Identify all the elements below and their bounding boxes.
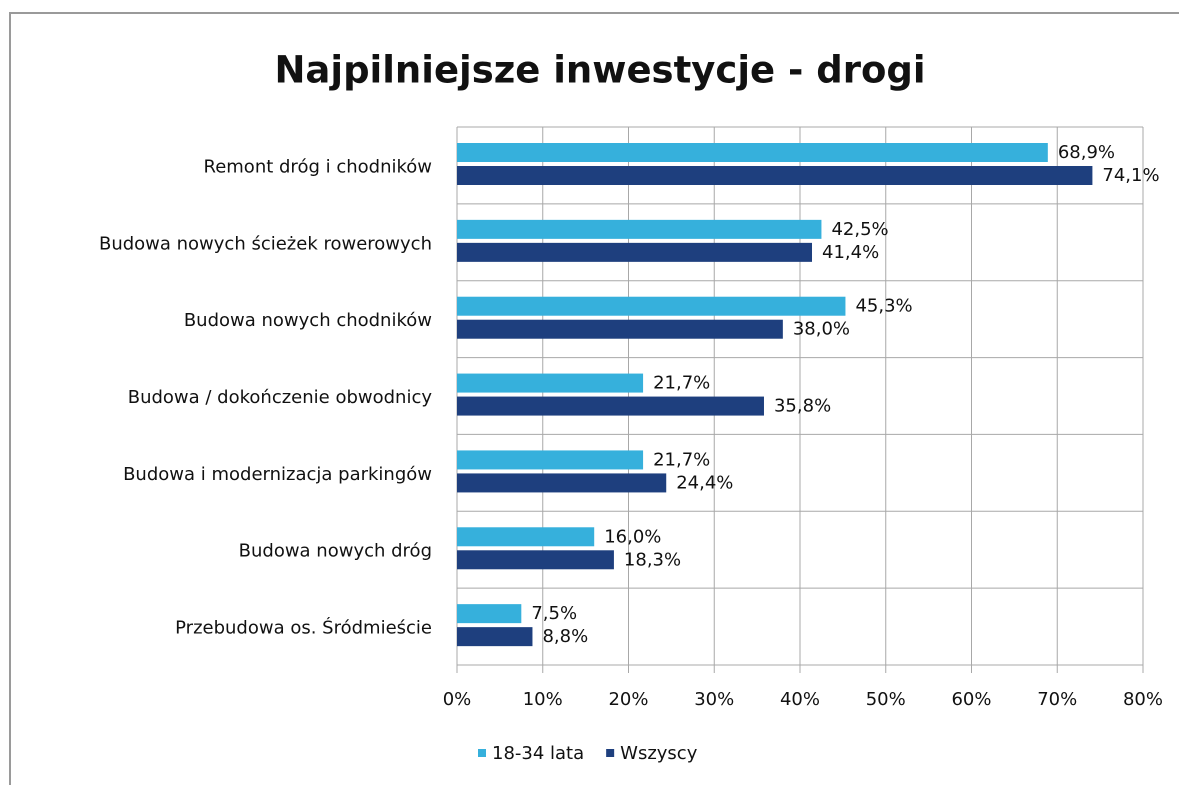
x-tick-label: 30% <box>694 689 734 710</box>
bar <box>457 242 813 262</box>
x-tick-label: 10% <box>523 689 563 710</box>
value-label: 45,3% <box>855 296 912 317</box>
y-tick-label: Remont dróg i chodników <box>204 156 433 177</box>
value-label: 16,0% <box>604 526 661 547</box>
bar <box>457 143 1048 162</box>
bar <box>457 296 846 316</box>
x-tick-label: 0% <box>443 689 472 710</box>
x-tick-label: 40% <box>780 689 820 710</box>
value-label: 21,7% <box>653 373 710 394</box>
value-label: 38,0% <box>793 319 850 340</box>
bar <box>457 319 783 339</box>
bar <box>457 550 614 570</box>
y-tick-label: Budowa nowych dróg <box>239 541 432 562</box>
value-label: 35,8% <box>774 396 831 417</box>
value-label: 18,3% <box>624 549 681 570</box>
y-tick-label: Budowa i modernizacja parkingów <box>123 464 432 485</box>
y-tick-label: Budowa nowych ścieżek rowerowych <box>99 233 432 254</box>
value-label: 24,4% <box>676 472 733 493</box>
value-label: 68,9% <box>1058 142 1115 163</box>
x-tick-label: 60% <box>951 689 991 710</box>
legend-marker <box>606 749 615 757</box>
bar <box>457 396 764 416</box>
bar <box>457 473 667 493</box>
x-tick-label: 70% <box>1037 689 1077 710</box>
bar <box>457 604 522 624</box>
chart-title: Najpilniejsze inwestycje - drogi <box>274 49 925 92</box>
legend-marker <box>478 749 486 757</box>
bar <box>457 373 644 393</box>
value-label: 74,1% <box>1102 165 1159 186</box>
x-tick-label: 50% <box>866 689 906 710</box>
bar <box>457 627 533 647</box>
value-label: 7,5% <box>531 603 577 624</box>
x-tick-label: 80% <box>1123 689 1163 710</box>
value-label: 21,7% <box>653 449 710 470</box>
bar <box>457 450 644 470</box>
y-tick-label: Budowa / dokończenie obwodnicy <box>128 387 433 408</box>
value-label: 8,8% <box>542 626 588 647</box>
x-tick-label: 20% <box>608 689 648 710</box>
legend-label: Wszyscy <box>620 743 698 764</box>
y-tick-label: Budowa nowych chodników <box>184 310 432 331</box>
bar <box>457 527 595 547</box>
bar <box>457 166 1093 185</box>
value-label: 41,4% <box>822 242 879 263</box>
bar <box>457 219 822 239</box>
legend-label: 18-34 lata <box>492 743 584 764</box>
value-label: 42,5% <box>831 219 888 240</box>
y-tick-label: Przebudowa os. Śródmieście <box>175 617 432 639</box>
